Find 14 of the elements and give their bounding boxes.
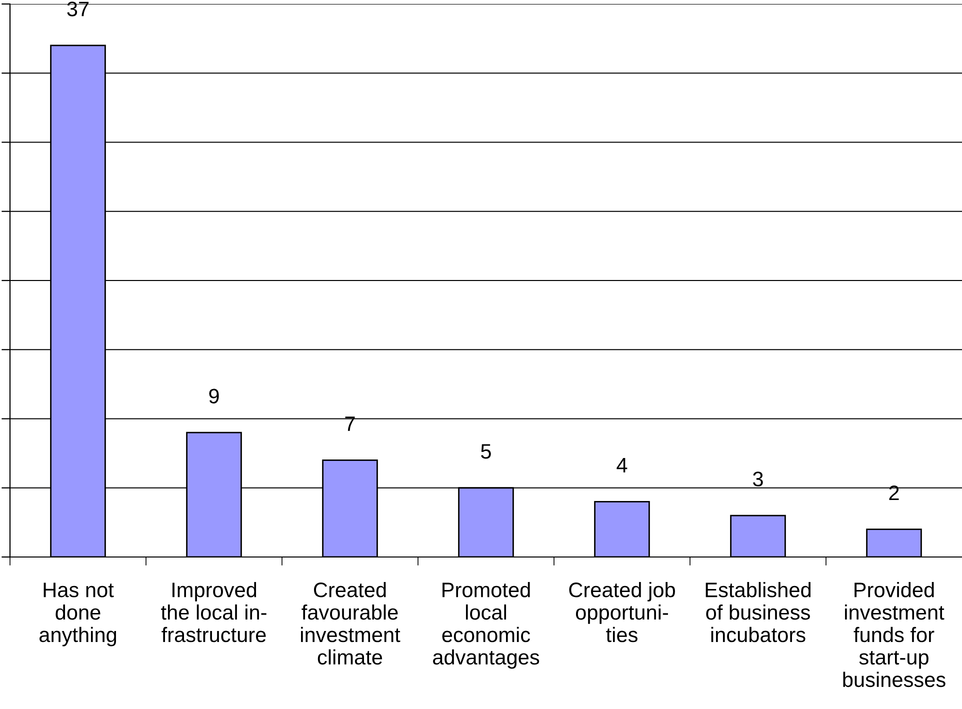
data-label: 5	[481, 444, 491, 459]
data-label: 2	[889, 485, 899, 500]
x-tick-label: Promoted local economic advantages	[433, 582, 540, 669]
x-tick-label: Created favourable investment climate	[301, 582, 400, 665]
data-label: 3	[753, 472, 763, 486]
data-label: 37	[67, 2, 89, 16]
data-label: 7	[345, 416, 355, 431]
x-tick-label: Has not done anything	[40, 582, 116, 646]
x-tick-label: Provided investment funds for start-up businesses	[843, 582, 946, 688]
data-label: 4	[616, 458, 628, 472]
x-tick-label: Created job opportuni- ties	[569, 582, 675, 642]
data-label: 9	[209, 388, 219, 404]
x-tick-label: Established of business incubators	[706, 582, 811, 642]
x-tick-label: Improved the local in- frastructure	[161, 582, 266, 642]
